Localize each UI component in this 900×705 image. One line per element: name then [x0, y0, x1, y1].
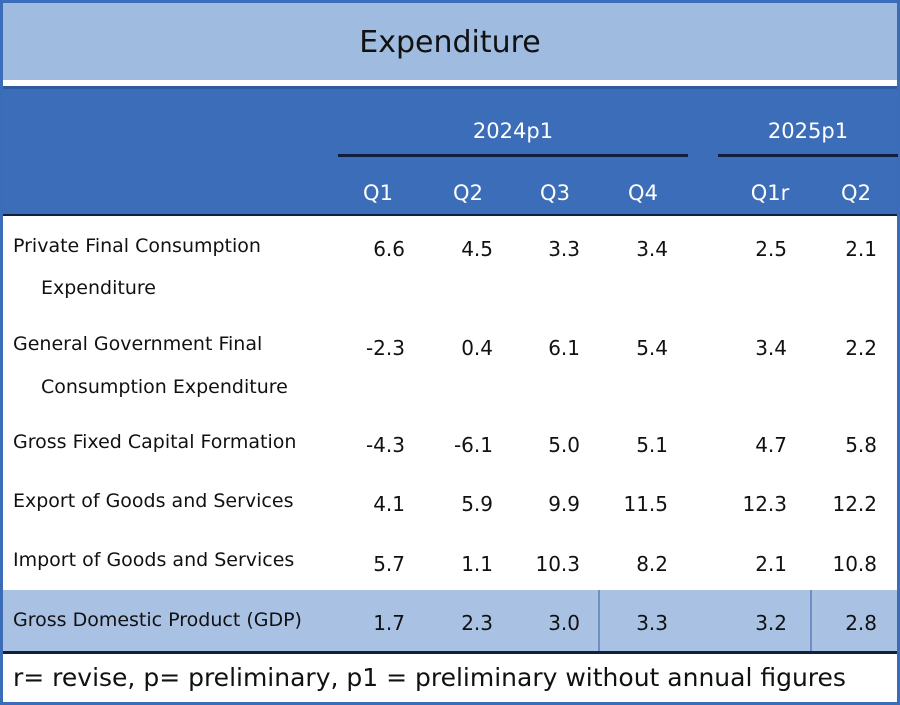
year-rule-2025 [718, 154, 898, 157]
year-group-2024: 2024p1 [472, 119, 554, 143]
header-band: 2024p1 2025p1 Q1 Q2 Q3 Q4 Q1r Q2 [3, 86, 898, 214]
table-cell: 11.5 [623, 492, 668, 516]
col-header-q2-2025: Q2 [841, 181, 871, 205]
table-title: Expenditure [359, 25, 541, 60]
row-label: Gross Fixed Capital Formation [13, 431, 297, 453]
table-cell: 6.6 [373, 237, 405, 261]
col-header-q1: Q1 [363, 181, 393, 205]
header-bottom-rule [3, 214, 897, 216]
col-header-q3: Q3 [540, 181, 570, 205]
table-cell: 1.7 [373, 611, 405, 635]
table-cell: 10.8 [832, 552, 877, 576]
table-cell: 8.2 [636, 552, 668, 576]
table-cell: 5.9 [461, 492, 493, 516]
title-band: Expenditure [3, 3, 897, 83]
table-cell: 2.1 [845, 237, 877, 261]
table-cell: 12.3 [742, 492, 787, 516]
table-cell: 4.5 [461, 237, 493, 261]
table-cell: 5.1 [636, 433, 668, 457]
table-cell: 6.1 [548, 336, 580, 360]
year-rule-2024 [338, 154, 688, 157]
table-cell: 0.4 [461, 336, 493, 360]
table-cell: 5.0 [548, 433, 580, 457]
table-cell: 3.2 [755, 611, 787, 635]
gdp-separator-2 [810, 590, 812, 651]
table-cell: 5.7 [373, 552, 405, 576]
table-cell: 2.2 [845, 336, 877, 360]
row-label: Private Final Consumption [13, 235, 261, 257]
gdp-separator-1 [598, 590, 600, 651]
table-cell: -6.1 [453, 433, 493, 457]
table-bottom-rule [3, 651, 897, 654]
year-group-2025: 2025p1 [767, 119, 849, 143]
table-cell: -2.3 [365, 336, 405, 360]
table-cell: 2.3 [461, 611, 493, 635]
table-cell: 3.3 [548, 237, 580, 261]
row-label-continued: Expenditure [41, 277, 156, 299]
col-header-q4: Q4 [628, 181, 658, 205]
table-cell: 2.1 [755, 552, 787, 576]
table-cell: 4.1 [373, 492, 405, 516]
table-cell: 3.4 [755, 336, 787, 360]
table-cell: 1.1 [461, 552, 493, 576]
gdp-highlight-band [3, 590, 897, 651]
col-header-q1r: Q1r [750, 181, 790, 205]
footnote: r= revise, p= preliminary, p1 = prelimin… [13, 663, 846, 692]
table-cell: 2.8 [845, 611, 877, 635]
row-label-gdp: Gross Domestic Product (GDP) [13, 609, 302, 631]
col-header-q2: Q2 [453, 181, 483, 205]
table-cell: -4.3 [365, 433, 405, 457]
row-label: Export of Goods and Services [13, 490, 294, 512]
table-cell: 3.0 [548, 611, 580, 635]
table-cell: 12.2 [832, 492, 877, 516]
table-cell: 5.8 [845, 433, 877, 457]
row-label-continued: Consumption Expenditure [41, 376, 288, 398]
table-cell: 5.4 [636, 336, 668, 360]
table-cell: 4.7 [755, 433, 787, 457]
table-cell: 10.3 [535, 552, 580, 576]
table-cell: 2.5 [755, 237, 787, 261]
table-cell: 3.3 [636, 611, 668, 635]
row-label: General Government Final [13, 333, 263, 355]
table-cell: 3.4 [636, 237, 668, 261]
table-cell: 9.9 [548, 492, 580, 516]
row-label: Import of Goods and Services [13, 549, 295, 571]
